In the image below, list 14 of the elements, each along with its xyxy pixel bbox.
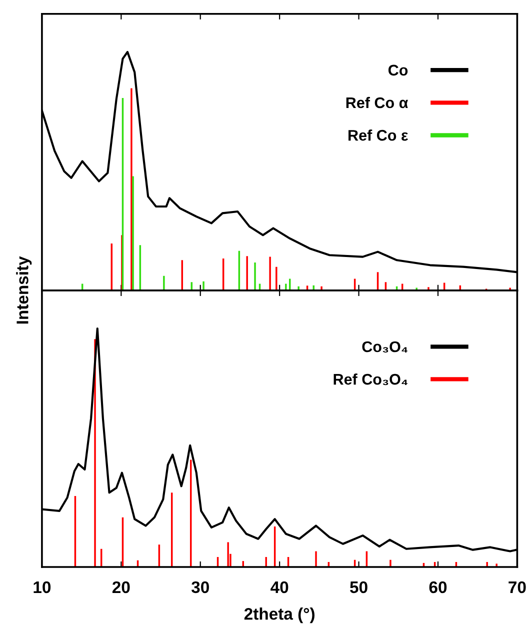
legend-label: Co₃O₄ bbox=[362, 341, 408, 353]
x-tick-label: 40 bbox=[270, 581, 288, 594]
x-tick-label: 60 bbox=[429, 581, 447, 594]
legend-label: Ref Co α bbox=[346, 96, 408, 108]
x-tick-label: 50 bbox=[350, 581, 368, 594]
x-tick-label: 10 bbox=[34, 581, 51, 594]
x-tick-label: 30 bbox=[191, 581, 209, 594]
legend-label: Ref Co₃O₄ bbox=[334, 374, 408, 386]
legend-label: Ref Co ε bbox=[348, 130, 408, 141]
y-axis-title: Intensity bbox=[16, 256, 32, 324]
x-axis-title: 2theta (°) bbox=[244, 608, 314, 624]
x-tick-label: 70 bbox=[508, 581, 526, 594]
legend-label: Co bbox=[388, 64, 408, 76]
x-tick-label: 20 bbox=[112, 581, 130, 594]
